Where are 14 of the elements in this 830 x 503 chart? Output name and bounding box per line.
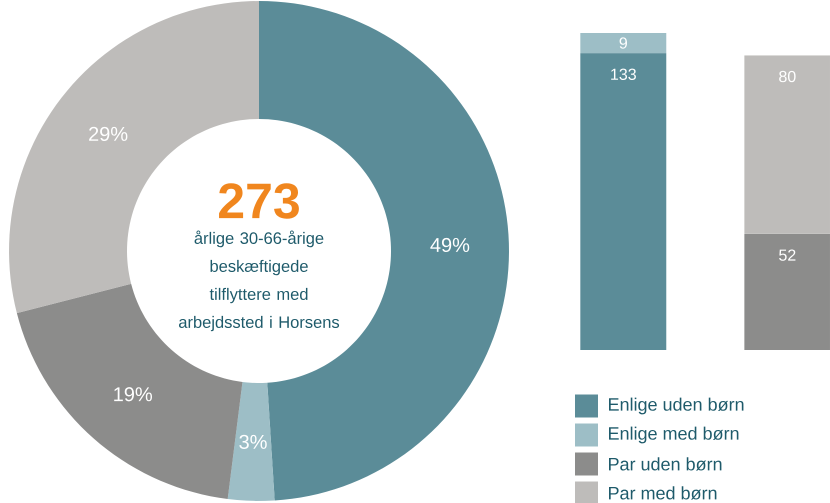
legend-label: Enlige med børn <box>609 426 738 444</box>
legend-label: Par uden børn <box>609 457 722 471</box>
data-label: 29% <box>89 126 128 141</box>
legend-label: Enlige uden børn <box>609 398 744 414</box>
data-label: 9 <box>620 37 627 49</box>
legend-label: Par med børn <box>609 486 716 500</box>
data-label: 133 <box>611 68 636 80</box>
text: årlige 30-66-årige beskæftigede tilflyttere med arbejdssted i Horsens <box>179 230 340 332</box>
data-label: 49% <box>430 238 470 252</box>
text: 273 <box>219 183 299 219</box>
data-label: 80 <box>779 70 796 82</box>
data-label: 3% <box>239 434 267 449</box>
data-label: 52 <box>779 249 796 261</box>
data-label: 19% <box>114 387 152 402</box>
